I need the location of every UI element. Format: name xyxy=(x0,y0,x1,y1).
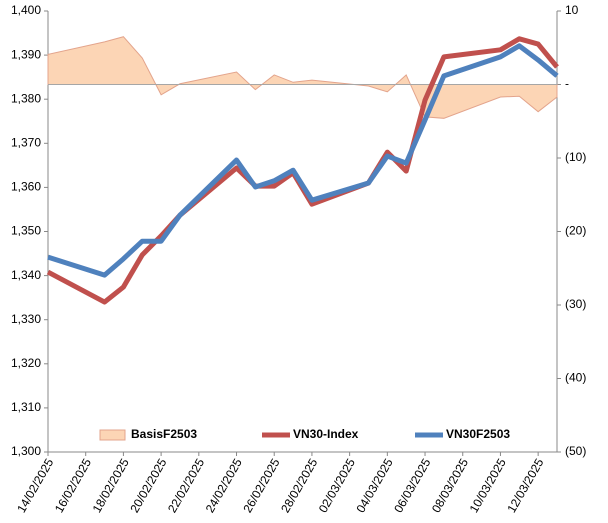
area xyxy=(47,36,558,119)
y2-tick-label: (50) xyxy=(565,444,586,458)
y-tick-label: 1,390 xyxy=(11,47,41,61)
y-tick-label: 1,360 xyxy=(11,180,41,194)
x-tick-label: 28/02/2025 xyxy=(278,456,320,515)
y-tick-label: 1,400 xyxy=(11,3,41,17)
x-tick-label: 14/02/2025 xyxy=(14,456,56,515)
y2-tick-label: (20) xyxy=(565,224,586,238)
x-tick-label: 04/03/2025 xyxy=(354,456,396,515)
x-tick-label: 22/02/2025 xyxy=(165,456,207,515)
x-tick-label: 12/03/2025 xyxy=(504,456,546,515)
x-tick-label: 20/02/2025 xyxy=(127,456,169,515)
y-tick-label: 1,340 xyxy=(11,268,41,282)
y-tick-label: 1,370 xyxy=(11,135,41,149)
x-tick-label: 26/02/2025 xyxy=(240,456,282,515)
y2-tick-label: 10 xyxy=(565,3,579,17)
x-tick-label: 06/03/2025 xyxy=(391,456,433,515)
y2-tick-label: (40) xyxy=(565,371,586,385)
y-tick-label: 1,320 xyxy=(11,356,41,370)
x-tick-label: 08/03/2025 xyxy=(429,456,471,515)
legend-label: BasisF2503 xyxy=(131,427,197,441)
y-tick-label: 1,300 xyxy=(11,444,41,458)
x-tick-label: 16/02/2025 xyxy=(52,456,94,515)
x-tick-label: 10/03/2025 xyxy=(467,456,509,515)
legend-label: VN30F2503 xyxy=(446,427,510,441)
y2-tick-label: (10) xyxy=(565,150,586,164)
x-tick-label: 18/02/2025 xyxy=(90,456,132,515)
x-tick-label: 02/03/2025 xyxy=(316,456,358,515)
y-tick-label: 1,380 xyxy=(11,91,41,105)
x-tick-label: 24/02/2025 xyxy=(203,456,245,515)
y-tick-label: 1,310 xyxy=(11,400,41,414)
y-tick-label: 1,350 xyxy=(11,224,41,238)
legend-swatch xyxy=(99,429,126,441)
y2-tick-label: (30) xyxy=(565,297,586,311)
line xyxy=(47,43,559,278)
legend-label: VN30-Index xyxy=(293,427,359,441)
y-tick-label: 1,330 xyxy=(11,312,41,326)
y2-tick-label: - xyxy=(565,77,569,91)
